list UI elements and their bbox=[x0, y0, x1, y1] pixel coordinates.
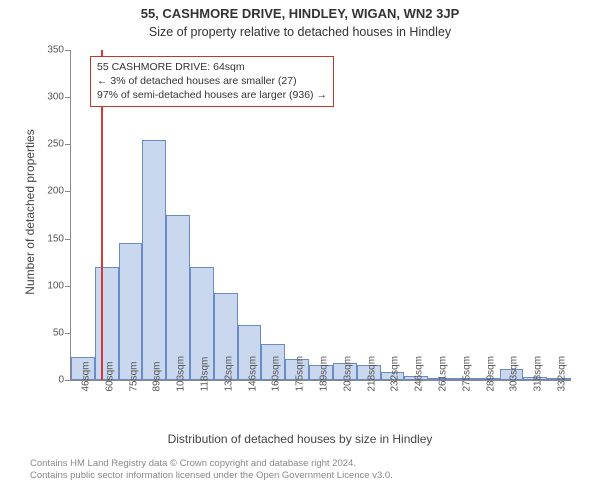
histogram-bar bbox=[142, 140, 166, 380]
y-tick-mark bbox=[65, 191, 70, 192]
footer-line-1: Contains HM Land Registry data © Crown c… bbox=[30, 458, 590, 470]
footer-line-2: Contains public sector information licen… bbox=[30, 470, 590, 482]
y-tick-label: 50 bbox=[53, 327, 64, 338]
y-tick-label: 300 bbox=[47, 92, 64, 103]
y-tick-label: 100 bbox=[47, 280, 64, 291]
y-tick-mark bbox=[65, 239, 70, 240]
y-tick-label: 0 bbox=[58, 375, 64, 386]
y-tick-label: 350 bbox=[47, 45, 64, 56]
footer-attribution: Contains HM Land Registry data © Crown c… bbox=[30, 458, 590, 483]
y-tick-mark bbox=[65, 286, 70, 287]
page-title: 55, CASHMORE DRIVE, HINDLEY, WIGAN, WN2 … bbox=[0, 6, 600, 21]
y-tick-mark bbox=[65, 380, 70, 381]
x-axis-label: Distribution of detached houses by size … bbox=[0, 432, 600, 446]
info-line-size: 55 CASHMORE DRIVE: 64sqm bbox=[97, 60, 327, 74]
y-tick-label: 250 bbox=[47, 139, 64, 150]
property-info-box: 55 CASHMORE DRIVE: 64sqm ← 3% of detache… bbox=[90, 56, 334, 107]
y-tick-label: 150 bbox=[47, 233, 64, 244]
y-tick-mark bbox=[65, 97, 70, 98]
page-subtitle: Size of property relative to detached ho… bbox=[0, 25, 600, 39]
y-tick-mark bbox=[65, 333, 70, 334]
y-tick-mark bbox=[65, 50, 70, 51]
info-line-smaller: ← 3% of detached houses are smaller (27) bbox=[97, 74, 327, 88]
y-axis-label: Number of detached properties bbox=[23, 112, 37, 312]
y-tick-label: 200 bbox=[47, 186, 64, 197]
y-tick-mark bbox=[65, 144, 70, 145]
histogram-bar bbox=[119, 243, 143, 380]
info-line-larger: 97% of semi-detached houses are larger (… bbox=[97, 88, 327, 102]
